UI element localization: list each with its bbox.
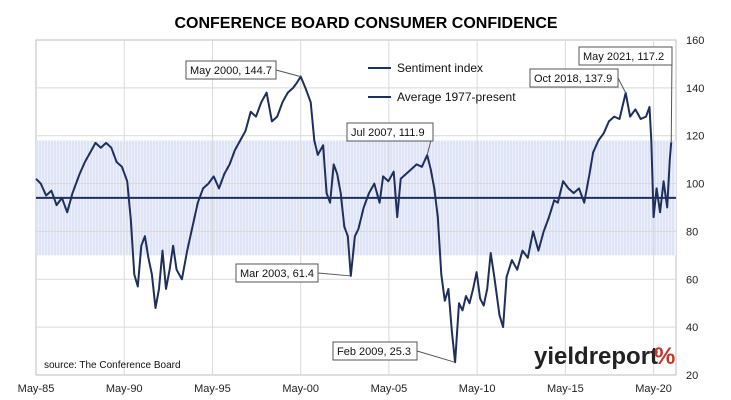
y-tick-label: 60 (686, 274, 698, 286)
annotation-box (332, 341, 418, 361)
annotation-leader (275, 69, 301, 78)
y-tick-label: 40 (686, 322, 698, 334)
x-tick-label: May-00 (282, 383, 319, 395)
annotation-leader (416, 350, 456, 363)
annotation-box (346, 122, 434, 142)
x-tick-label: May-15 (547, 383, 584, 395)
legend-label-sentiment: Sentiment index (397, 61, 483, 75)
y-tick-label: 120 (686, 131, 704, 143)
x-tick-label: May-20 (635, 383, 672, 395)
source-note: source: The Conference Board (44, 360, 181, 371)
annotation-box (529, 68, 619, 88)
annotation-box (578, 46, 673, 66)
y-tick-label: 20 (686, 370, 698, 382)
y-tick-label: 80 (686, 226, 698, 238)
x-tick-label: May-10 (459, 383, 496, 395)
x-axis: May-85 May-90 May-95 May-00 May-05 May-10 May-… (18, 383, 672, 395)
annotation-label: Feb 2009, 25.3 (337, 346, 411, 358)
legend: Sentiment index Average 1977-present (368, 61, 516, 104)
watermark-logo: yieldreport % (534, 343, 675, 370)
annotation-label: May 2021, 117.2 (583, 51, 664, 63)
x-tick-label: May-05 (371, 383, 408, 395)
annotation-label: May 2000, 144.7 (190, 65, 272, 77)
x-tick-label: May-95 (194, 383, 231, 395)
annotation-label: Jul 2007, 111.9 (351, 127, 425, 139)
watermark-percent-icon: % (654, 343, 675, 370)
gridlines (36, 40, 676, 375)
annotation-box (235, 263, 319, 283)
annotation-box (185, 60, 277, 80)
sentiment-line (35, 75, 673, 364)
annotation-leader (670, 55, 673, 143)
x-tick-label: May-90 (106, 383, 143, 395)
y-axis: 20 40 60 80 100 120 140 160 (686, 35, 704, 382)
annotation-label: Mar 2003, 61.4 (240, 268, 314, 280)
y-tick-label: 160 (686, 35, 704, 47)
chart-title: CONFERENCE BOARD CONSUMER CONFIDENCE (174, 15, 557, 32)
annotation-leader (617, 77, 627, 94)
y-tick-label: 140 (686, 83, 704, 95)
annotation-leader (317, 272, 351, 277)
y-tick-label: 100 (686, 179, 704, 191)
annotation-label: Oct 2018, 137.9 (534, 73, 612, 85)
watermark-text: yieldreport (534, 343, 658, 370)
x-tick-label: May-85 (18, 383, 55, 395)
legend-label-average: Average 1977-present (397, 90, 516, 104)
annotations: May 2000, 144.7 Jul 2007, 111.9 Mar 2003, … (185, 46, 673, 363)
